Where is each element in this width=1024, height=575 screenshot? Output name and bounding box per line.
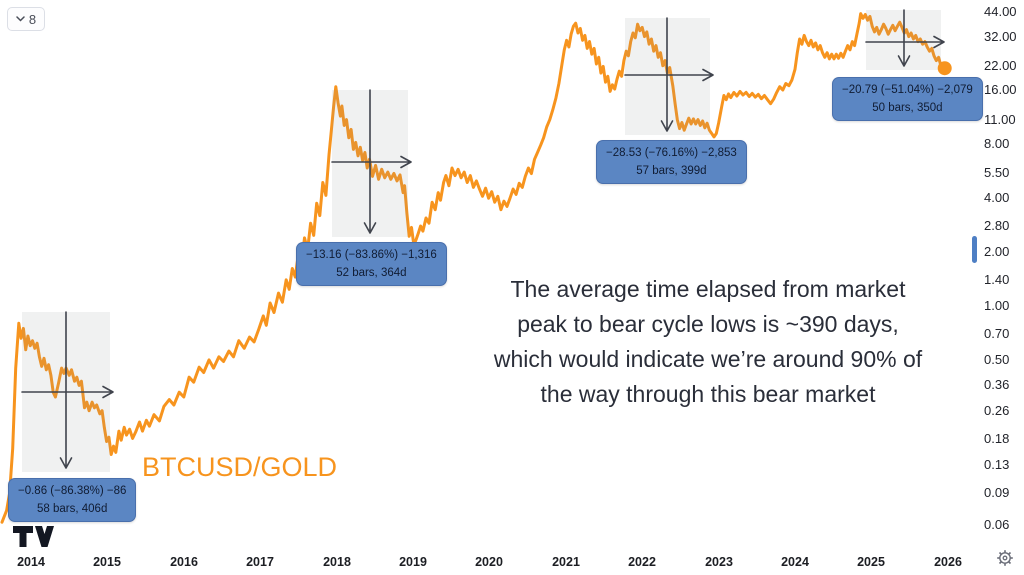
measurement-value: −13.16 (−83.86%) −1,316 [306,249,437,261]
measurement-label-2[interactable]: −13.16 (−83.86%) −1,316 52 bars, 364d [296,242,447,286]
time-tick-label: 2014 [17,555,45,569]
price-tick-label: 22.00 [984,58,1017,73]
price-tick-label: 0.06 [984,517,1010,532]
chevron-down-icon [16,16,25,22]
measurement-value: −0.86 (−86.38%) −86 [18,485,127,497]
annotation-note[interactable]: The average time elapsed from market pea… [452,272,964,412]
measurement-value: −20.79 (−51.04%) −2,079 [842,84,973,96]
price-tick-label: 2.00 [984,244,1010,259]
measure-down-arrow [59,311,73,469]
measurement-duration: 52 bars, 364d [336,267,407,279]
price-tick-label: 0.13 [984,457,1010,472]
measurement-label-3[interactable]: −28.53 (−76.16%) −2,853 57 bars, 399d [596,140,747,184]
price-tick-label: 4.00 [984,190,1010,205]
price-tick-label: 0.36 [984,377,1010,392]
price-tick-label: 0.18 [984,431,1010,446]
time-tick-label: 2015 [93,555,121,569]
price-tick-label: 0.09 [984,485,1010,500]
time-tick-label: 2020 [475,555,503,569]
symbol-label[interactable]: BTCUSD/GOLD [142,452,338,482]
note-line: The average time elapsed from market [510,276,906,302]
measure-down-arrow [363,89,377,234]
measurement-label-4[interactable]: −20.79 (−51.04%) −2,079 50 bars, 350d [832,77,983,121]
settings-gear-icon[interactable] [996,549,1014,567]
time-tick-label: 2024 [781,555,809,569]
price-tick-label: 8.00 [984,136,1010,151]
price-tick-label: 44.00 [984,4,1017,19]
note-line: the way through this bear market [540,381,876,407]
price-tick-label: 0.70 [984,326,1010,341]
note-line: which would indicate we’re around 90% of [493,346,923,372]
measurement-value: −28.53 (−76.16%) −2,853 [606,147,737,159]
measure-right-arrow [331,155,412,169]
price-axis[interactable]: 44.00 32.00 22.00 16.00 11.00 8.00 5.50 4.00 2.8… [984,0,1024,550]
price-tick-label: 1.40 [984,272,1010,287]
measure-down-arrow [660,17,674,132]
price-tick-label: 11.00 [984,112,1016,127]
price-tick-label: 1.00 [984,298,1010,313]
measure-right-arrow [21,385,114,399]
price-tick-label: 2.80 [984,218,1010,233]
price-tick-label: 0.26 [984,403,1010,418]
price-tick-label: 16.00 [984,82,1017,97]
time-tick-label: 2018 [323,555,351,569]
time-tick-label: 2016 [170,555,198,569]
time-tick-label: 2017 [246,555,274,569]
measurement-label-1[interactable]: −0.86 (−86.38%) −86 58 bars, 406d [8,478,137,522]
time-tick-label: 2021 [552,555,580,569]
bar-count-button[interactable]: 8 [7,7,45,31]
price-tick-label: 5.50 [984,165,1010,180]
measurement-duration: 50 bars, 350d [872,102,943,114]
time-tick-label: 2022 [628,555,656,569]
time-tick-label: 2019 [399,555,427,569]
time-tick-label: 2026 [934,555,962,569]
last-price-dot [937,61,952,76]
note-line: peak to bear cycle lows is ~390 days, [517,311,899,337]
measurement-duration: 57 bars, 399d [636,165,707,177]
measure-right-arrow [865,35,945,49]
price-tick-label: 0.50 [984,352,1010,367]
price-line [0,12,947,524]
scale-marker [972,236,977,263]
measure-down-arrow [897,9,911,67]
time-axis[interactable]: 2014 2015 2016 2017 2018 2019 2020 2021 2022 2023… [0,550,1024,575]
bar-count-value: 8 [28,11,37,27]
time-tick-label: 2025 [857,555,885,569]
measurement-duration: 58 bars, 406d [37,503,108,515]
time-tick-label: 2023 [705,555,733,569]
tradingview-logo[interactable] [13,526,55,552]
measure-right-arrow [624,68,714,82]
price-tick-label: 32.00 [984,29,1017,44]
